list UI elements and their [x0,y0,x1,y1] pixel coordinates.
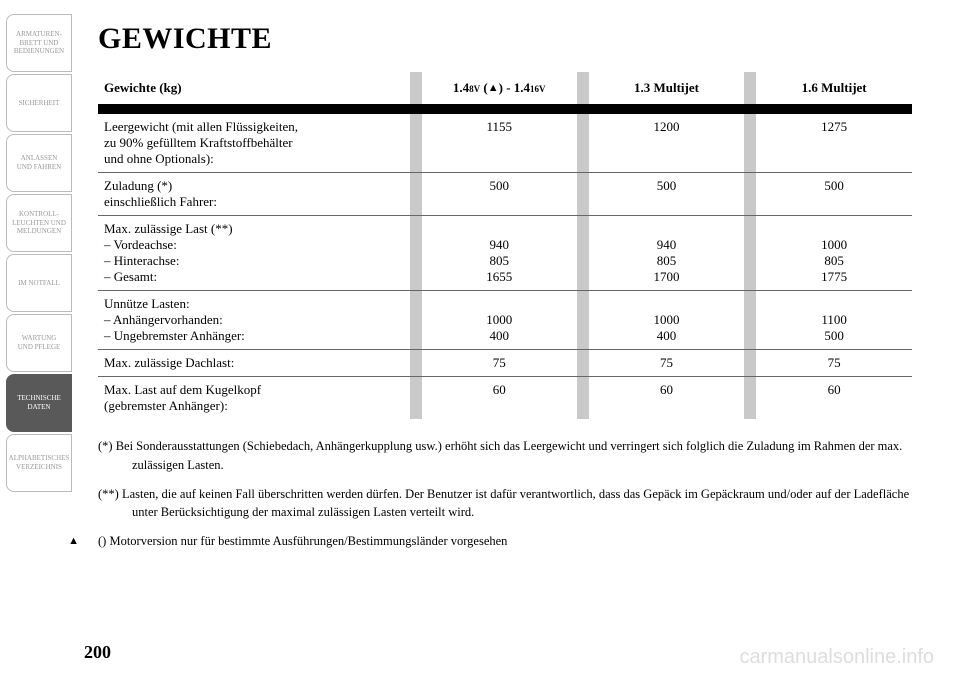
col-shade [577,173,589,216]
row-v1: 60 [422,377,577,420]
col1-s1: 8V [469,84,480,94]
col-shade [410,173,422,216]
col1-mid: ( [480,80,488,95]
row-v3: 60 [756,377,912,420]
row-v1: 75 [422,350,577,377]
col1-pre: 1.4 [453,80,469,95]
n3-post: ) Motorversion nur für bestimmte Ausführ… [102,534,507,548]
table-row: Max. Last auf dem Kugelkopf(gebremster A… [98,377,912,420]
header-col2: 1.3 Multijet [589,72,745,104]
col-shade [744,173,756,216]
row-v3: 500 [756,173,912,216]
col-shade [744,291,756,350]
sidebar-tab[interactable]: KONTROLL-LEUCHTEN UNDMELDUNGEN [6,194,72,252]
row-v1: 9408051655 [422,216,577,291]
col-shade [410,114,422,172]
col1-s2: 16V [530,84,546,94]
row-label: Zuladung (*)einschließlich Fahrer: [98,173,410,216]
row-v2: 500 [589,173,745,216]
sidebar-tab[interactable]: TECHNISCHEDATEN [6,374,72,432]
page-title: GEWICHTE [98,22,912,56]
header-divider [98,104,912,114]
row-v3: 1100500 [756,291,912,350]
col-shade [744,72,756,104]
page-number: 200 [84,642,111,663]
row-label: Max. zulässige Last (**)– Vordeachse:– H… [98,216,410,291]
row-label: Unnütze Lasten:– Anhängervorhanden:– Ung… [98,291,410,350]
page-content: GEWICHTE Gewichte (kg) 1.48V (▲) - 1.416… [72,0,960,677]
sidebar-tab[interactable]: IM NOTFALL [6,254,72,312]
sidebar-tab[interactable]: WARTUNGUND PFLEGE [6,314,72,372]
sidebar-tab[interactable]: ARMATUREN-BRETT UNDBEDIENUNGEN [6,14,72,72]
col-shade [410,377,422,420]
row-v1: 1155 [422,114,577,172]
page-root: ARMATUREN-BRETT UNDBEDIENUNGENSICHERHEIT… [0,0,960,677]
col-shade [577,216,589,291]
table-row: Unnütze Lasten:– Anhängervorhanden:– Ung… [98,291,912,350]
col-shade [577,291,589,350]
col-shade [577,350,589,377]
table-row: Zuladung (*)einschließlich Fahrer: 500 500… [98,173,912,216]
row-v2: 60 [589,377,745,420]
row-v1: 500 [422,173,577,216]
col-shade [744,216,756,291]
col1-post: ) - 1.4 [499,80,530,95]
col-shade [744,377,756,420]
row-v3: 1275 [756,114,912,172]
footnote-3: (▲) Motorversion nur für bestimmte Ausfü… [98,532,912,551]
table-row: Leergewicht (mit allen Flüssigkeiten,zu … [98,114,912,172]
footnotes: (*) Bei Sonderausstattungen (Schiebedach… [98,437,912,551]
sidebar-tab[interactable]: ANLASSENUND FAHREN [6,134,72,192]
col-shade [577,377,589,420]
row-v1: 1000400 [422,291,577,350]
sidebar-tab[interactable]: SICHERHEIT [6,74,72,132]
footnote-2: (**) Lasten, die auf keinen Fall übersch… [98,485,912,523]
col1-tri: ▲ [488,82,499,94]
row-label: Max. zulässige Dachlast: [98,350,410,377]
header-col1: 1.48V (▲) - 1.416V [422,72,577,104]
row-v2: 9408051700 [589,216,745,291]
col-shade [410,350,422,377]
row-label: Max. Last auf dem Kugelkopf(gebremster A… [98,377,410,420]
col-shade [410,216,422,291]
footnote-1: (*) Bei Sonderausstattungen (Schiebedach… [98,437,912,475]
col-shade [744,350,756,377]
row-v3: 75 [756,350,912,377]
col-shade [577,114,589,172]
col-shade [410,291,422,350]
table-row: Max. zulässige Last (**)– Vordeachse:– H… [98,216,912,291]
row-v3: 10008051775 [756,216,912,291]
table-header-row: Gewichte (kg) 1.48V (▲) - 1.416V 1.3 Mul… [98,72,912,104]
watermark-text: carmanualsonline.info [739,646,934,669]
header-rowlabel: Gewichte (kg) [98,72,410,104]
header-col3: 1.6 Multijet [756,72,912,104]
col-shade [410,72,422,104]
sidebar-tabs: ARMATUREN-BRETT UNDBEDIENUNGENSICHERHEIT… [0,0,72,677]
row-v2: 1200 [589,114,745,172]
row-v2: 1000400 [589,291,745,350]
row-label: Leergewicht (mit allen Flüssigkeiten,zu … [98,114,410,172]
row-v2: 75 [589,350,745,377]
col-shade [744,114,756,172]
col-shade [577,72,589,104]
sidebar-tab[interactable]: ALPHABETISCHESVERZEICHNIS [6,434,72,492]
weights-table: Gewichte (kg) 1.48V (▲) - 1.416V 1.3 Mul… [98,72,912,419]
table-row: Max. zulässige Dachlast: 75 75 75 [98,350,912,377]
